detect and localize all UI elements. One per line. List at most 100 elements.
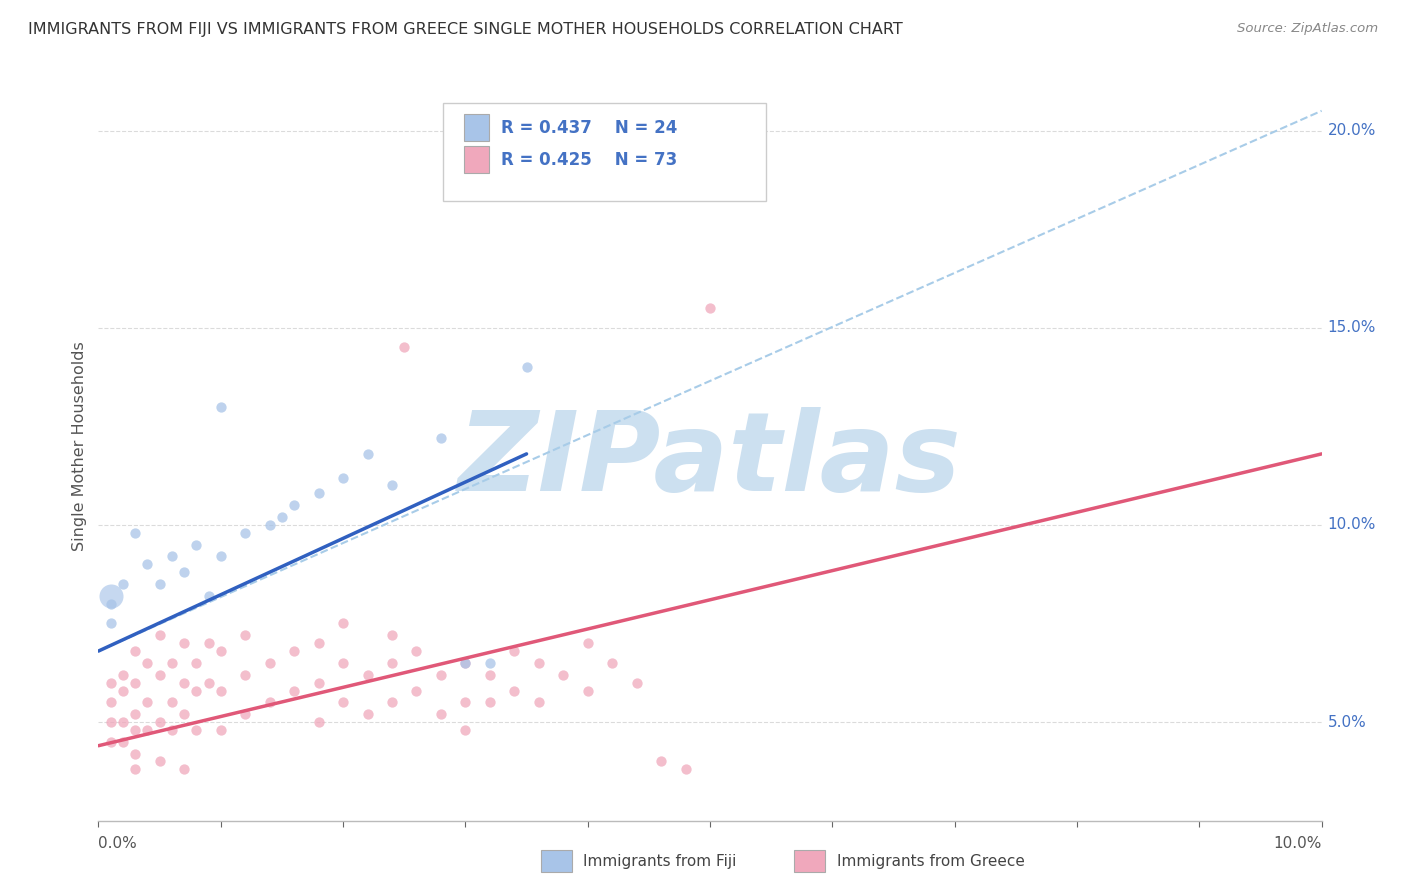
Point <box>381 628 404 642</box>
Text: 10.0%: 10.0% <box>1327 517 1376 533</box>
Point <box>381 695 404 709</box>
Point <box>527 656 550 670</box>
Point <box>308 714 330 729</box>
Point <box>283 498 305 512</box>
Point <box>454 656 477 670</box>
Point <box>675 763 697 777</box>
Point <box>600 656 623 670</box>
Point <box>111 683 134 698</box>
Text: 5.0%: 5.0% <box>1327 714 1367 730</box>
Point <box>173 707 195 722</box>
Point <box>527 695 550 709</box>
Point <box>381 478 404 492</box>
Point <box>209 549 232 564</box>
Point <box>430 707 453 722</box>
Point <box>259 517 281 532</box>
Point <box>233 707 256 722</box>
Point <box>233 667 256 681</box>
Point <box>283 644 305 658</box>
Text: 0.0%: 0.0% <box>98 837 138 852</box>
Point <box>197 675 219 690</box>
Point <box>430 431 453 445</box>
Point <box>149 628 172 642</box>
Point <box>111 667 134 681</box>
Point <box>186 683 208 698</box>
Point <box>100 589 122 603</box>
Point <box>356 447 378 461</box>
Point <box>186 538 208 552</box>
Text: IMMIGRANTS FROM FIJI VS IMMIGRANTS FROM GREECE SINGLE MOTHER HOUSEHOLDS CORRELAT: IMMIGRANTS FROM FIJI VS IMMIGRANTS FROM … <box>28 22 903 37</box>
Point <box>173 636 195 650</box>
Point <box>405 644 427 658</box>
Text: Source: ZipAtlas.com: Source: ZipAtlas.com <box>1237 22 1378 36</box>
Point <box>209 723 232 737</box>
Point <box>173 675 195 690</box>
Text: 15.0%: 15.0% <box>1327 320 1376 335</box>
Point <box>392 340 416 354</box>
Point <box>503 683 526 698</box>
Point <box>576 683 599 698</box>
Point <box>332 470 354 484</box>
Point <box>136 558 159 572</box>
Point <box>173 763 195 777</box>
Text: ZIPatlas: ZIPatlas <box>458 408 962 515</box>
Text: 10.0%: 10.0% <box>1274 837 1322 852</box>
Point <box>553 667 575 681</box>
Point <box>197 589 219 603</box>
Point <box>149 714 172 729</box>
Point <box>124 747 146 761</box>
Text: Immigrants from Greece: Immigrants from Greece <box>837 854 1025 869</box>
Point <box>308 486 330 500</box>
Point <box>332 695 354 709</box>
Point <box>405 683 427 698</box>
Point <box>160 656 183 670</box>
Point <box>173 565 195 579</box>
Point <box>186 723 208 737</box>
Point <box>124 675 146 690</box>
Point <box>124 525 146 540</box>
Point <box>454 695 477 709</box>
Point <box>308 675 330 690</box>
Point <box>124 707 146 722</box>
Point <box>100 675 122 690</box>
Y-axis label: Single Mother Households: Single Mother Households <box>72 341 87 551</box>
Point <box>332 656 354 670</box>
Point <box>454 656 477 670</box>
Point <box>111 714 134 729</box>
Point <box>160 695 183 709</box>
Point <box>356 707 378 722</box>
Point <box>699 301 721 315</box>
Point <box>100 735 122 749</box>
Point <box>149 667 172 681</box>
Point <box>149 755 172 769</box>
Point <box>149 577 172 591</box>
Point <box>136 656 159 670</box>
Point <box>100 714 122 729</box>
Point <box>160 723 183 737</box>
Point <box>124 723 146 737</box>
Point <box>430 667 453 681</box>
Point <box>197 636 219 650</box>
Point <box>160 549 183 564</box>
Point <box>308 636 330 650</box>
Point <box>186 656 208 670</box>
Text: Immigrants from Fiji: Immigrants from Fiji <box>583 854 737 869</box>
Point <box>209 644 232 658</box>
Point <box>100 695 122 709</box>
Point <box>626 675 648 690</box>
Point <box>283 683 305 698</box>
Point <box>259 695 281 709</box>
Point <box>478 667 501 681</box>
Point <box>111 577 134 591</box>
Point <box>124 644 146 658</box>
Point <box>100 597 122 611</box>
Point <box>209 400 232 414</box>
Point <box>478 656 501 670</box>
Point <box>503 644 526 658</box>
Point <box>136 695 159 709</box>
Point <box>454 723 477 737</box>
Point <box>209 683 232 698</box>
Point <box>111 735 134 749</box>
Point <box>576 636 599 650</box>
Point <box>100 616 122 631</box>
